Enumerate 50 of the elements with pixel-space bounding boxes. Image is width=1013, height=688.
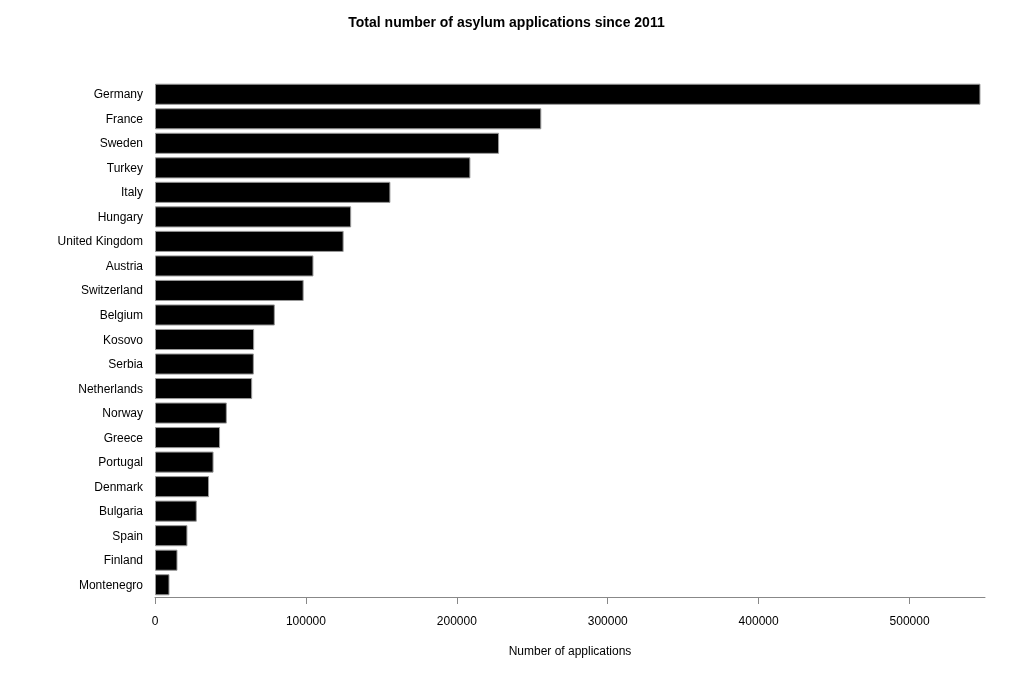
y-tick-label: Sweden: [99, 136, 143, 151]
x-axis-title: Number of applications: [508, 644, 632, 658]
bar: [155, 500, 197, 522]
y-tick-label: Germany: [93, 87, 143, 102]
bar: [155, 525, 188, 547]
bar: [155, 574, 170, 596]
bar: [155, 83, 981, 105]
y-tick-label: Netherlands: [78, 381, 143, 396]
y-tick-label: Greece: [103, 430, 144, 445]
bar: [155, 279, 304, 301]
y-tick-label: Serbia: [108, 357, 144, 372]
x-tick-label: 300000: [587, 614, 629, 628]
bar: [155, 549, 178, 571]
x-tick-label: 400000: [738, 614, 779, 628]
y-tick-label: Hungary: [97, 209, 143, 224]
bar: [155, 304, 275, 326]
bar: [155, 206, 352, 228]
bar: [155, 378, 253, 400]
bar: [155, 230, 344, 252]
bar: [155, 181, 391, 203]
bar: [155, 427, 221, 449]
y-tick-label: Turkey: [106, 160, 143, 175]
bar: [155, 255, 314, 277]
bar: [155, 108, 542, 130]
y-tick-label: Austria: [105, 258, 144, 273]
bar: [155, 353, 254, 375]
y-tick-label: France: [105, 111, 144, 126]
bar: [155, 328, 255, 351]
x-tick-label: 100000: [285, 614, 327, 628]
y-tick-label: Finland: [103, 553, 143, 568]
y-tick-label: United Kingdom: [57, 234, 143, 249]
bar: [155, 132, 500, 154]
y-tick-label: Switzerland: [80, 283, 143, 298]
y-tick-label: Montenegro: [78, 577, 144, 592]
bar: [155, 157, 471, 179]
y-tick-label: Portugal: [98, 455, 143, 470]
bar: [155, 476, 210, 498]
bar: [155, 451, 214, 473]
y-tick-label: Denmark: [94, 479, 144, 494]
y-tick-label: Norway: [102, 406, 143, 421]
y-tick-label: Kosovo: [102, 332, 144, 347]
y-tick-label: Italy: [120, 185, 143, 200]
bar: [155, 402, 227, 424]
y-tick-label: Bulgaria: [98, 504, 144, 519]
x-tick-label: 200000: [436, 614, 478, 628]
x-tick-label: 0: [151, 614, 159, 628]
x-tick-label: 500000: [889, 614, 930, 628]
y-tick-label: Belgium: [99, 307, 143, 322]
chart-title: Total number of asylum applications since 2011: [348, 14, 665, 30]
y-tick-label: Spain: [112, 528, 143, 543]
